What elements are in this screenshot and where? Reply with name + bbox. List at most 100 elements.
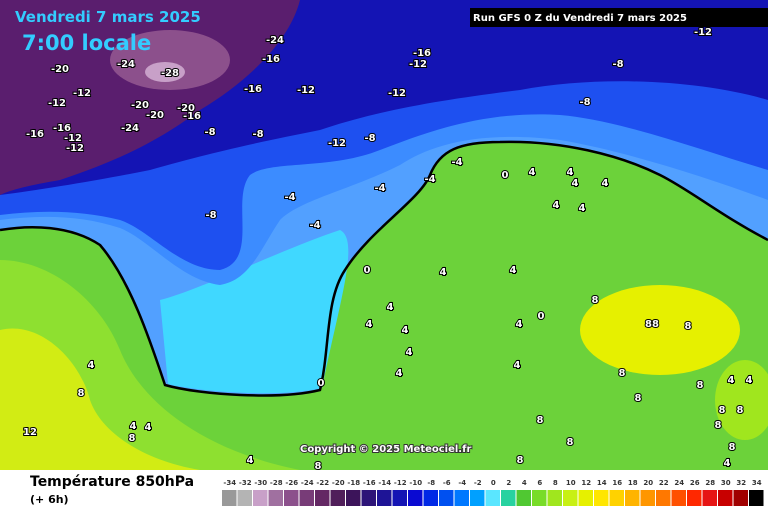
scale-label: 12 [581,479,591,487]
scale-swatch [315,490,330,506]
contour-label: -8 [612,59,623,70]
scale-label: 10 [566,479,576,487]
scale-swatch [408,490,423,506]
scale-swatch [330,490,345,506]
footer-title: Température 850hPa [30,474,194,490]
contour-label: -12 [328,138,346,149]
contour-label: -8 [205,210,216,221]
contour-label: -8 [579,97,590,108]
scale-label: -6 [443,479,451,487]
contour-label: 8 [737,405,744,416]
scale-label: -4 [458,479,466,487]
contour-label: 4 [516,319,523,330]
scale-label: 24 [674,479,684,487]
contour-label: 8 [537,415,544,426]
contour-label: 4 [553,200,560,211]
contour-label: -24 [266,35,284,46]
scale-label: 4 [522,479,527,487]
scale-label: 6 [537,479,542,487]
contour-label: 4 [746,375,753,386]
contour-label: -16 [53,123,71,134]
scale-label: 26 [690,479,700,487]
contour-label: 0 [318,378,325,389]
contour-label: -12 [694,27,712,38]
contour-label: -16 [413,48,431,59]
map [0,0,768,470]
scale-swatch [532,490,547,506]
scale-label: 32 [736,479,746,487]
contour-label: -16 [262,54,280,65]
contour-label: 8 [697,380,704,391]
scale-label: -8 [427,479,435,487]
scale-swatch [268,490,283,506]
run: Run GFS 0 Z du Vendredi 7 mars 2025 [473,13,687,24]
contour-label: 0 [502,170,509,181]
scale-label: 14 [597,479,607,487]
contour-label: -12 [66,143,84,154]
scale-swatch [671,490,686,506]
scale-label: 16 [612,479,622,487]
time: 7:00 locale [22,31,151,55]
contour-label: -12 [73,88,91,99]
contour-label: -16 [183,111,201,122]
contour-label: 8 [715,420,722,431]
scale-label: -12 [394,479,407,487]
contour-label: -12 [64,133,82,144]
scale-label: -22 [316,479,329,487]
contour-label: 4 [602,178,609,189]
contour-label: -16 [244,84,262,95]
contour-label: 4 [510,265,517,276]
scale-label: -30 [254,479,267,487]
scale-label: 30 [721,479,731,487]
contour-label: -12 [388,88,406,99]
scale-label: -26 [285,479,298,487]
scale-swatch [361,490,376,506]
scale-label: -18 [347,479,360,487]
scale-label: -34 [223,479,236,487]
scale-swatch [501,490,516,506]
scale-swatch [423,490,438,506]
scale-label: 0 [491,479,496,487]
contour-label: -4 [424,174,435,185]
contour-label: -20 [51,64,69,75]
scale-swatch [609,490,624,506]
contour-label: 4 [440,267,447,278]
contour-label: -16 [26,129,44,140]
scale-swatch [547,490,562,506]
scale-swatch [284,490,299,506]
scale-swatch [516,490,531,506]
contour-label: -12 [48,98,66,109]
contour-label: 8 [635,393,642,404]
color-scale: -34 -32 -30 -28 -26 -24 -22 -20 -18 -16 -14 -12 -10-… [222,479,764,506]
contour-label: -12 [297,85,315,96]
contour-label: -8 [204,127,215,138]
contour-label: 88 [645,319,659,330]
copyright: Copyright © 2025 Meteociel.fr [300,444,471,455]
contour-label: 4 [387,302,394,313]
scale-swatch [253,490,268,506]
scale-label: -2 [474,479,482,487]
date: Vendredi 7 mars 2025 [15,8,201,26]
contour-label: 8 [78,388,85,399]
contour-label: 4 [514,360,521,371]
scale-swatch [392,490,407,506]
scale-swatch [578,490,593,506]
contour-label: -4 [451,157,462,168]
scale-swatch [594,490,609,506]
scale-swatch [454,490,469,506]
contour-label: 0 [538,311,545,322]
contour-label: -28 [161,68,179,79]
contour-label: 4 [130,421,137,432]
scale-label: 18 [628,479,638,487]
contour-label: 4 [396,368,403,379]
contour-label: 8 [517,455,524,466]
scale-swatch [687,490,702,506]
contour-label: 8 [315,461,322,472]
contour-label: -12 [409,59,427,70]
contour-label: -4 [284,192,295,203]
scale-label: 2 [506,479,511,487]
scale-swatch [733,490,748,506]
contour-label: 8 [592,295,599,306]
run-box [470,8,768,27]
